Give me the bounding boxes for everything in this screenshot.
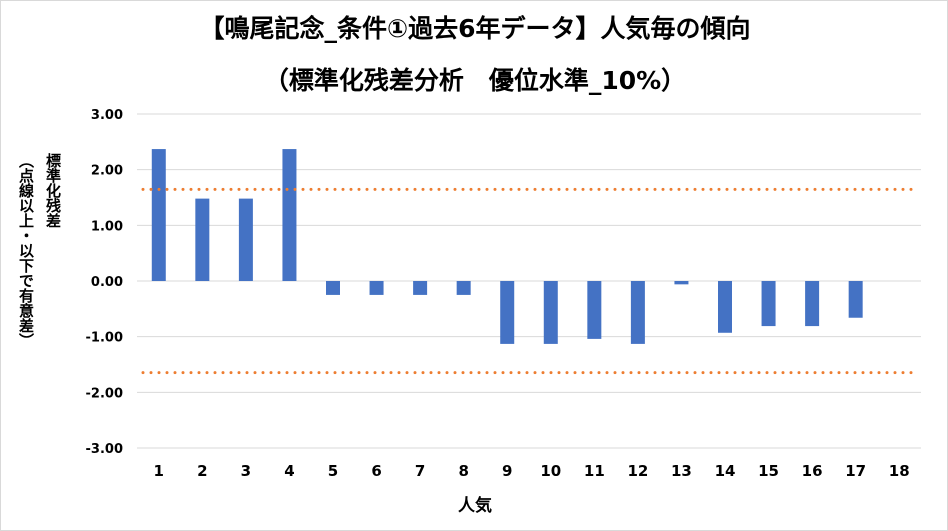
bar bbox=[674, 281, 689, 285]
bar bbox=[718, 281, 732, 333]
x-tick-label: 7 bbox=[415, 462, 425, 480]
y-axis-label-main: 標準化残差 bbox=[44, 153, 62, 228]
x-tick-label: 5 bbox=[328, 462, 338, 480]
y-tick-label: -2.00 bbox=[86, 386, 123, 401]
bar bbox=[326, 281, 340, 295]
x-tick-label: 15 bbox=[758, 462, 779, 480]
bar bbox=[238, 198, 253, 281]
chart-title: 【鳴尾記念_条件①過去6年データ】人気毎の傾向 bbox=[199, 14, 751, 43]
x-tick-label: 9 bbox=[502, 462, 512, 480]
x-tick-label: 11 bbox=[584, 462, 605, 480]
y-axis-label: 標準化残差 （点線以上・以下で有意差） bbox=[5, 153, 75, 413]
bar bbox=[761, 281, 776, 327]
x-tick-label: 8 bbox=[458, 462, 468, 480]
bar bbox=[195, 198, 210, 281]
x-tick-label: 16 bbox=[802, 462, 823, 480]
bar bbox=[413, 281, 428, 295]
x-tick-label: 18 bbox=[889, 462, 910, 480]
bar bbox=[630, 281, 645, 344]
bar bbox=[848, 281, 863, 318]
bar bbox=[587, 281, 602, 339]
y-tick-label: -1.00 bbox=[86, 331, 123, 346]
y-tick-label: 3.00 bbox=[91, 108, 123, 123]
bar bbox=[543, 281, 558, 344]
x-tick-label: 2 bbox=[197, 462, 207, 480]
bar bbox=[369, 281, 384, 295]
y-tick-label: 2.00 bbox=[91, 164, 123, 179]
x-tick-label: 12 bbox=[627, 462, 648, 480]
x-tick-label: 10 bbox=[540, 462, 561, 480]
x-tick-label: 6 bbox=[371, 462, 381, 480]
bar bbox=[282, 149, 297, 281]
y-tick-label: 0.00 bbox=[91, 275, 123, 290]
y-tick-label: 1.00 bbox=[91, 219, 123, 234]
bar bbox=[500, 281, 515, 344]
x-tick-label: 14 bbox=[715, 462, 736, 480]
y-axis-label-note: （点線以上・以下で有意差） bbox=[17, 153, 35, 348]
x-axis-label: 人気 bbox=[458, 496, 492, 516]
y-tick-label: -3.00 bbox=[86, 442, 123, 457]
x-tick-label: 13 bbox=[671, 462, 692, 480]
x-tick-label: 1 bbox=[154, 462, 164, 480]
bar bbox=[805, 281, 820, 327]
x-tick-label: 3 bbox=[241, 462, 251, 480]
x-tick-label: 4 bbox=[284, 462, 294, 480]
x-tick-label: 17 bbox=[845, 462, 866, 480]
bar bbox=[151, 149, 166, 281]
bar bbox=[456, 281, 471, 295]
chart-subtitle: （標準化残差分析 優位水準_10%） bbox=[263, 66, 687, 95]
